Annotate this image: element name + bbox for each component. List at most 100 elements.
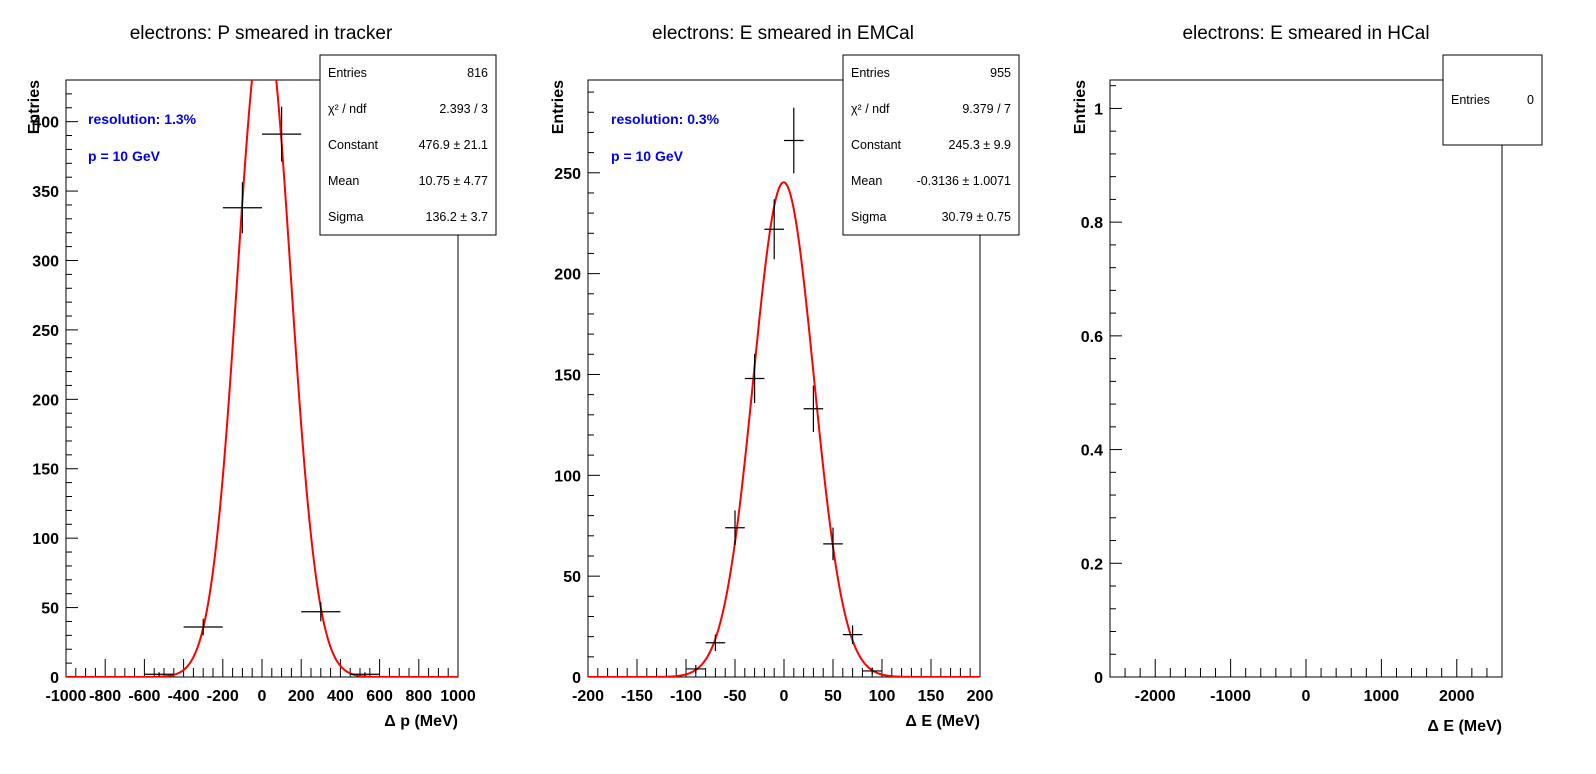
plot-frame bbox=[1109, 79, 1503, 678]
fit-curve bbox=[588, 181, 980, 677]
data-point bbox=[686, 664, 706, 673]
stats-box-frame bbox=[842, 54, 1020, 236]
stats-label: Mean bbox=[851, 174, 882, 188]
data-point bbox=[350, 672, 380, 677]
stats-value: 9.379 / 7 bbox=[962, 102, 1011, 116]
y-tick-label: 0 bbox=[572, 670, 581, 687]
x-tick-label: -200 bbox=[207, 688, 239, 705]
x-tick-label: -200 bbox=[572, 688, 604, 705]
x-tick-label: 400 bbox=[327, 688, 354, 705]
y-tick-label: 250 bbox=[554, 166, 581, 183]
x-axis-label: Δ p (MeV) bbox=[384, 713, 458, 730]
stats-label: Mean bbox=[328, 174, 359, 188]
x-tick-label: -800 bbox=[89, 688, 121, 705]
data-point bbox=[301, 602, 341, 622]
stats-label: χ² / ndf bbox=[328, 102, 367, 116]
x-tick-label: 600 bbox=[366, 688, 393, 705]
x-tick-label: 1000 bbox=[440, 688, 476, 705]
stats-box-frame bbox=[1442, 54, 1543, 146]
y-tick-label: 200 bbox=[32, 392, 59, 409]
panel-title: electrons: P smeared in tracker bbox=[130, 23, 393, 44]
data-point bbox=[183, 618, 223, 636]
y-tick-label: 50 bbox=[41, 601, 59, 618]
y-tick-label: 350 bbox=[32, 184, 59, 201]
x-tick-label: 2000 bbox=[1439, 688, 1475, 705]
x-tick-label: -2000 bbox=[1135, 688, 1176, 705]
x-tick-label: -50 bbox=[723, 688, 746, 705]
x-tick-label: -1000 bbox=[1210, 688, 1251, 705]
stats-value: 2.393 / 3 bbox=[439, 102, 488, 116]
x-tick-label: 200 bbox=[967, 688, 994, 705]
stats-value: 10.75 ± 4.77 bbox=[419, 174, 488, 188]
data-point bbox=[725, 510, 745, 546]
stats-box: Entries 955 χ² / ndf 9.379 / 7 Constant 245.3… bbox=[842, 54, 1020, 236]
y-axis-label: Entries bbox=[26, 80, 43, 134]
data-point bbox=[842, 625, 863, 644]
data-point bbox=[823, 527, 843, 561]
y-tick-label: 50 bbox=[563, 569, 581, 586]
panel-title: electrons: E smeared in EMCal bbox=[652, 23, 914, 44]
data-point bbox=[784, 107, 804, 174]
stats-value: 245.3 ± 9.9 bbox=[949, 138, 1012, 152]
data-point bbox=[222, 182, 262, 234]
resolution-annotation: resolution: 0.3% bbox=[611, 111, 720, 127]
y-tick-label: 0.2 bbox=[1081, 556, 1103, 573]
data-point bbox=[262, 106, 302, 162]
y-tick-label: 0.4 bbox=[1081, 443, 1103, 460]
y-tick-label: 1 bbox=[1094, 101, 1103, 118]
stats-value: 955 bbox=[990, 66, 1011, 80]
y-axis-label: Entries bbox=[1072, 80, 1089, 134]
panel-title: electrons: E smeared in HCal bbox=[1182, 23, 1429, 44]
y-axis-label: Entries bbox=[550, 80, 567, 134]
stats-label: Entries bbox=[1451, 93, 1490, 107]
x-tick-label: 0 bbox=[258, 688, 267, 705]
x-tick-label: 0 bbox=[1302, 688, 1311, 705]
x-tick-label: 0 bbox=[780, 688, 789, 705]
x-tick-label: -150 bbox=[621, 688, 653, 705]
resolution-annotation: resolution: 1.3% bbox=[88, 111, 197, 127]
momentum-annotation: p = 10 GeV bbox=[88, 148, 161, 164]
stats-box: Entries 816 χ² / ndf 2.393 / 3 Constant 476.9… bbox=[319, 54, 497, 236]
stats-value: 136.2 ± 3.7 bbox=[426, 210, 489, 224]
data-point bbox=[862, 667, 882, 675]
stats-label: Entries bbox=[328, 66, 367, 80]
y-tick-label: 0 bbox=[50, 670, 59, 687]
y-tick-label: 400 bbox=[32, 115, 59, 132]
y-tick-label: 0.6 bbox=[1081, 329, 1103, 346]
x-tick-label: -1000 bbox=[46, 688, 87, 705]
y-tick-label: 150 bbox=[554, 367, 581, 384]
stats-label: χ² / ndf bbox=[851, 102, 890, 116]
x-tick-label: -600 bbox=[128, 688, 160, 705]
x-tick-label: -100 bbox=[670, 688, 702, 705]
y-tick-label: 0 bbox=[1094, 670, 1103, 687]
fit-curve bbox=[66, 80, 458, 677]
stats-value: 0 bbox=[1527, 93, 1534, 107]
stats-box-frame bbox=[319, 54, 497, 236]
stats-value: 30.79 ± 0.75 bbox=[942, 210, 1011, 224]
y-tick-label: 100 bbox=[32, 531, 59, 548]
x-tick-label: 100 bbox=[869, 688, 896, 705]
x-tick-label: 1000 bbox=[1364, 688, 1400, 705]
x-tick-label: -400 bbox=[168, 688, 200, 705]
stats-value: -0.3136 ± 1.0071 bbox=[917, 174, 1011, 188]
panel-hcal: electrons: E smeared in HCal Δ E (MeV) E… bbox=[1072, 23, 1543, 735]
y-tick-label: 250 bbox=[32, 323, 59, 340]
stats-label: Constant bbox=[328, 138, 379, 152]
stats-box: Entries 0 bbox=[1442, 54, 1543, 146]
y-tick-label: 100 bbox=[554, 468, 581, 485]
data-point bbox=[803, 385, 824, 432]
y-tick-label: 200 bbox=[554, 267, 581, 284]
x-tick-label: 50 bbox=[824, 688, 842, 705]
stats-label: Sigma bbox=[328, 210, 363, 224]
stats-label: Entries bbox=[851, 66, 890, 80]
data-point bbox=[764, 199, 784, 260]
stats-label: Sigma bbox=[851, 210, 886, 224]
x-axis-label: Δ E (MeV) bbox=[905, 713, 980, 730]
x-axis-label: Δ E (MeV) bbox=[1427, 718, 1502, 735]
panel-tracker: electrons: P smeared in tracker Δ p (MeV… bbox=[26, 23, 497, 730]
y-tick-label: 0.8 bbox=[1081, 215, 1103, 232]
momentum-annotation: p = 10 GeV bbox=[611, 148, 684, 164]
y-tick-label: 300 bbox=[32, 253, 59, 270]
stats-value: 816 bbox=[467, 66, 488, 80]
